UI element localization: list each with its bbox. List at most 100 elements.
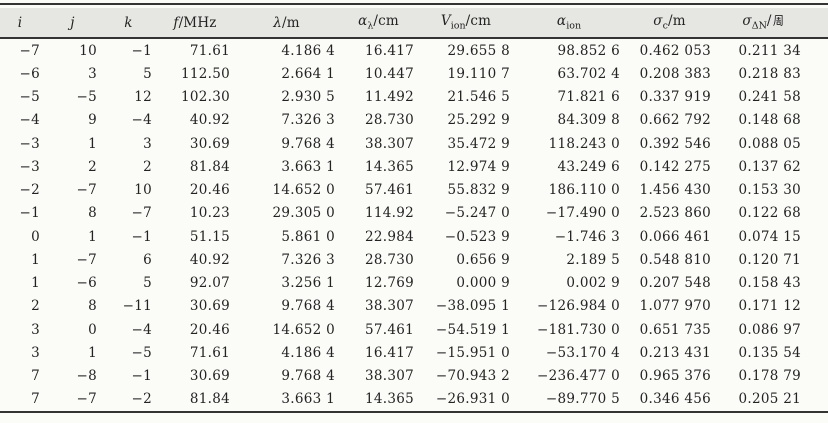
- cell: 0.208 383: [639, 65, 711, 82]
- cell: 112.50: [180, 65, 230, 82]
- cell: 4.186 4: [281, 344, 335, 361]
- cell: 0.142 275: [639, 158, 711, 175]
- cell: −38.095 1: [435, 298, 510, 315]
- cell: 11.492: [364, 89, 414, 106]
- cell: 71.61: [189, 344, 230, 361]
- col-header-alpha-lambda-cm: αλ/cm: [343, 8, 422, 39]
- cell: −126.984 0: [536, 298, 620, 315]
- cell: 43.249 6: [557, 158, 620, 175]
- cell: 4.186 4: [281, 42, 335, 59]
- cell: −5: [131, 344, 152, 361]
- col-header-sigma-dn-zhou: σΔN/: [719, 8, 828, 39]
- cell: 0.148 68: [738, 112, 801, 129]
- cell: 1: [31, 251, 40, 268]
- table-row: 1 −6 5 92.07 3.256 1 12.769 0.000 9 0.002 9 0.20…: [0, 272, 828, 295]
- cell: 25.292 9: [447, 112, 510, 129]
- cell: −236.477 0: [536, 368, 620, 385]
- col-header-j: j: [48, 8, 105, 39]
- cell: −7: [19, 42, 40, 59]
- cell: 0.178 79: [738, 368, 801, 385]
- table-row: 3 1 −5 71.61 4.186 4 16.417 −15.951 0 −53.170 4…: [0, 341, 828, 364]
- table-row: −3 2 2 81.84 3.663 1 14.365 12.974 9 43.249 6 0.…: [0, 155, 828, 178]
- cell: 40.92: [189, 251, 230, 268]
- table-row: 3 0 −4 20.46 14.652 0 57.461 −54.519 1 −181.730…: [0, 318, 828, 341]
- cell: 12.974 9: [447, 158, 510, 175]
- cell: 0.171 12: [738, 298, 801, 315]
- cell: 0.548 810: [639, 251, 711, 268]
- table-row: 7 −7 −2 81.84 3.663 1 14.365 −26.931 0 −89.770 …: [0, 388, 828, 412]
- cell: −6: [19, 65, 40, 82]
- table-row: −6 3 5 112.50 2.664 1 10.447 19.110 7 63.702 4 0…: [0, 62, 828, 85]
- cell: 14.652 0: [272, 182, 335, 199]
- cell: 0.137 62: [738, 158, 801, 175]
- cell: 81.84: [189, 158, 230, 175]
- cell: 2: [31, 298, 40, 315]
- cell: 0.392 546: [639, 135, 711, 152]
- cell: 7.326 3: [281, 112, 335, 129]
- table-row: 7 −8 −1 30.69 9.768 4 38.307 −70.943 2 −236.477…: [0, 365, 828, 388]
- cell: 0.662 792: [639, 112, 711, 129]
- cell: 38.307: [364, 298, 414, 315]
- cell: 57.461: [364, 182, 414, 199]
- col-header-lambda-m: λ/m: [238, 8, 343, 39]
- table-body: −7 10 −1 71.61 4.186 4 16.417 29.655 8 98.852 6…: [0, 38, 828, 412]
- cell: 0.205 21: [738, 391, 801, 408]
- cell: 0.656 9: [456, 251, 510, 268]
- cell: −7: [76, 391, 97, 408]
- cell: 0.158 43: [738, 275, 801, 292]
- cell: 3.256 1: [281, 275, 335, 292]
- cell: 3: [31, 321, 40, 338]
- cell: 3: [31, 344, 40, 361]
- cell: 3: [88, 65, 97, 82]
- cell: −3: [19, 158, 40, 175]
- table-row: 1 −7 6 40.92 7.326 3 28.730 0.656 9 2.189 5 0.54…: [0, 248, 828, 271]
- cell: 16.417: [364, 344, 414, 361]
- cell: −5: [19, 89, 40, 106]
- cell: 71.821 6: [557, 89, 620, 106]
- col-header-i: i: [0, 8, 48, 39]
- cell: 12: [134, 89, 152, 106]
- cell: −181.730 0: [536, 321, 620, 338]
- cell: 14.365: [364, 158, 414, 175]
- cell: 118.243 0: [548, 135, 620, 152]
- cell: 8: [88, 298, 97, 315]
- cell: 20.46: [189, 321, 230, 338]
- cell: 2.523 860: [639, 205, 711, 222]
- cell: 29.655 8: [447, 42, 510, 59]
- cell: −17.490 0: [545, 205, 620, 222]
- table-row: −1 8 −7 10.23 29.305 0 114.92 −5.247 0 −17.490 …: [0, 202, 828, 225]
- cell: 38.307: [364, 135, 414, 152]
- cell: 98.852 6: [557, 42, 620, 59]
- cell: 0.066 461: [639, 228, 711, 245]
- cell: 7.326 3: [281, 251, 335, 268]
- cell: 16.417: [364, 42, 414, 59]
- cell: 1.077 970: [639, 298, 711, 315]
- cell: 0.346 456: [639, 391, 711, 408]
- cell: −53.170 4: [545, 344, 620, 361]
- cell: 0.135 54: [738, 344, 801, 361]
- cell: −4: [19, 112, 40, 129]
- table-row: 0 1 −1 51.15 5.861 0 22.984 −0.523 9 −1.746 3 0.…: [0, 225, 828, 248]
- cell: 1: [88, 135, 97, 152]
- cell: 1.456 430: [639, 182, 711, 199]
- cell: 0.213 431: [639, 344, 711, 361]
- cell: 0.241 58: [738, 89, 801, 106]
- cell: 57.461: [364, 321, 414, 338]
- col-header-v-ion-cm: Vion/cm: [422, 8, 518, 39]
- cell: −1: [19, 205, 40, 222]
- cell: 1: [88, 228, 97, 245]
- cell: −89.770 5: [545, 391, 620, 408]
- cell: 1: [31, 275, 40, 292]
- cell: 10.447: [364, 65, 414, 82]
- cell: 0.207 548: [639, 275, 711, 292]
- cell: 0.462 053: [639, 42, 711, 59]
- cell: 0.218 83: [738, 65, 801, 82]
- cell: 7: [31, 391, 40, 408]
- cell: 10: [134, 182, 152, 199]
- table-row: −3 1 3 30.69 9.768 4 38.307 35.472 9 118.243 0 0…: [0, 132, 828, 155]
- cell: 114.92: [364, 205, 414, 222]
- col-header-f-mhz: f/MHz: [160, 8, 238, 39]
- cell: 81.84: [189, 391, 230, 408]
- cell: 0.074 15: [738, 228, 801, 245]
- cell: 20.46: [189, 182, 230, 199]
